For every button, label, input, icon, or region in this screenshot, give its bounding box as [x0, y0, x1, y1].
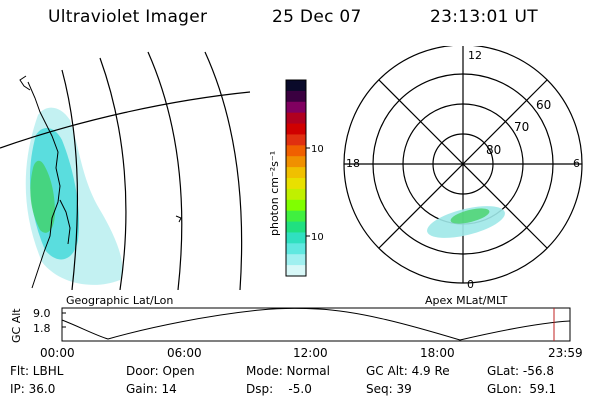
- colorbar-tick-10: 10: [311, 232, 324, 243]
- status-mode: Mode: Normal: [246, 364, 330, 378]
- colorbar-stripe: [286, 243, 306, 255]
- altitude-plot: 9.0 1.8 GC Alt 00:00 06:00 12:00 18:00 2…: [10, 307, 583, 360]
- colorbar-stripe: [286, 178, 306, 190]
- colorbar: 100 10 photon cm⁻²s⁻¹: [268, 79, 324, 277]
- altitude-curve: [61, 307, 571, 341]
- alt-tick-9: 9.0: [33, 307, 51, 320]
- mlt-label-0: 0: [467, 278, 474, 291]
- left-map-label: Geographic Lat/Lon: [66, 294, 174, 307]
- status-glat: GLat: -56.8: [487, 364, 554, 378]
- colorbar-stripe: [286, 232, 306, 244]
- status-door: Door: Open: [126, 364, 195, 378]
- colorbar-stripe: [286, 123, 306, 136]
- mlt-label-12: 12: [468, 49, 482, 62]
- mlt-label-6: 6: [573, 157, 580, 170]
- alt-axis-title: GC Alt: [10, 308, 23, 343]
- lat-label-70: 70: [514, 120, 529, 134]
- time-label: 23:13:01 UT: [430, 7, 538, 27]
- alt-tick-1-8: 1.8: [33, 322, 51, 335]
- colorbar-stripe: [286, 156, 306, 168]
- status-gc-alt: GC Alt: 4.9 Re: [366, 364, 450, 378]
- colorbar-stripe: [286, 188, 306, 201]
- colorbar-stripe: [286, 134, 306, 146]
- right-map-label: Apex MLat/MLT: [425, 294, 508, 307]
- status-flt: Flt: LBHL: [10, 364, 64, 378]
- colorbar-tick-100: 100: [311, 144, 324, 155]
- geographic-map: [0, 51, 251, 290]
- colorbar-stripe: [286, 254, 306, 266]
- x-tick-1200: 12:00: [293, 346, 328, 360]
- x-tick-0600: 06:00: [167, 346, 202, 360]
- status-dsp: Dsp: -5.0: [246, 382, 312, 396]
- colorbar-unit-label: photon cm⁻²s⁻¹: [268, 151, 281, 236]
- colorbar-stripe: [286, 199, 306, 212]
- colorbar-stripe: [286, 167, 306, 179]
- status-gain: Gain: 14: [126, 382, 177, 396]
- app-title: Ultraviolet Imager: [48, 7, 208, 27]
- colorbar-stripe: [286, 101, 306, 114]
- colorbar-stripe: [286, 221, 306, 234]
- mlt-label-18: 18: [346, 157, 360, 170]
- status-seq: Seq: 39: [366, 382, 412, 396]
- colorbar-stripe: [286, 80, 306, 92]
- colorbar-stripe: [286, 90, 306, 103]
- coastline: [27, 81, 61, 289]
- lat-label-80: 80: [486, 143, 501, 157]
- map-grid: [0, 51, 251, 290]
- colorbar-stripe: [286, 265, 306, 277]
- lat-label-60: 60: [536, 98, 551, 112]
- x-tick-2359: 23:59: [548, 346, 583, 360]
- colorbar-stripe: [286, 145, 306, 157]
- x-tick-0000: 00:00: [40, 346, 75, 360]
- status-ip: IP: 36.0: [10, 382, 56, 396]
- x-tick-1800: 18:00: [420, 346, 455, 360]
- date-label: 25 Dec 07: [272, 7, 362, 27]
- status-glon: GLon: 59.1: [487, 382, 557, 396]
- colorbar-stripe: [286, 112, 306, 125]
- colorbar-stripe: [286, 210, 306, 223]
- polar-plot: 12 18 6 0 60 70 80: [343, 46, 583, 291]
